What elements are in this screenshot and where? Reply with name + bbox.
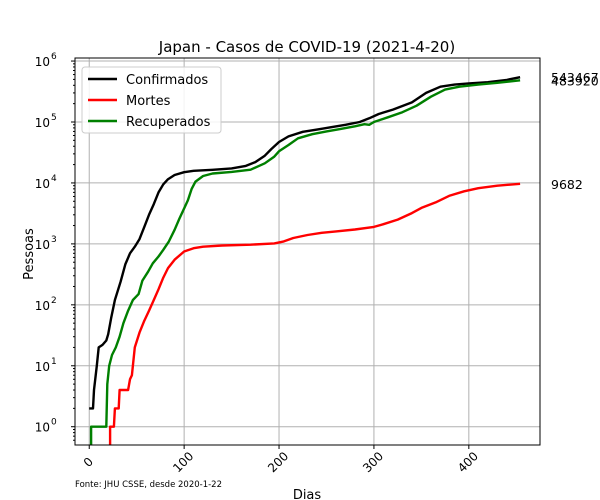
legend-label-confirmados: Confirmados <box>126 73 208 88</box>
series-line-recuperados <box>89 79 521 445</box>
series-line-confirmados <box>89 76 521 410</box>
y-tick-label: 10 <box>35 238 50 252</box>
x-tick-label: 100 <box>170 449 196 475</box>
x-axis-label: Dias <box>293 488 322 500</box>
y-tick-exponent: 2 <box>51 296 57 306</box>
y-tick-exponent: 3 <box>51 235 57 245</box>
axes <box>71 57 541 449</box>
legend-label-mortes: Mortes <box>126 94 171 109</box>
series-lines <box>89 76 521 445</box>
x-tick-label: 200 <box>265 449 291 475</box>
y-tick-exponent: 0 <box>51 418 57 428</box>
end-label-recuperados: 483920 <box>551 73 599 88</box>
legend-box <box>81 66 222 134</box>
y-tick-exponent: 6 <box>51 52 57 62</box>
end-value-labels: 543467 9682 483920 <box>551 70 599 192</box>
series-line-mortes <box>108 182 521 445</box>
y-tick-exponent: 4 <box>51 174 57 184</box>
chart-title: Japan - Casos de COVID-19 (2021-4-20) <box>158 38 455 56</box>
y-axis-label: Pessoas <box>22 228 37 280</box>
y-tick-label: 10 <box>35 55 50 69</box>
end-label-confirmados: 543467 <box>551 70 599 85</box>
x-tick-label: 300 <box>360 449 386 475</box>
y-tick-label: 10 <box>35 360 50 374</box>
end-label-mortes: 9682 <box>551 177 583 192</box>
source-note: Fonte: JHU CSSE, desde 2020-1-22 <box>75 480 222 490</box>
y-tick-label: 10 <box>35 299 50 313</box>
y-tick-label: 10 <box>35 421 50 435</box>
y-tick-exponent: 1 <box>51 357 57 367</box>
x-tick-label: 0 <box>81 455 96 470</box>
x-tick-label: 400 <box>455 449 481 475</box>
legend: Confirmados Mortes Recuperados <box>81 66 222 134</box>
plot-frame <box>74 57 541 446</box>
legend-label-recuperados: Recuperados <box>126 115 211 130</box>
y-tick-label: 10 <box>35 177 50 191</box>
y-tick-label: 10 <box>35 116 50 130</box>
y-tick-exponent: 5 <box>51 113 57 123</box>
